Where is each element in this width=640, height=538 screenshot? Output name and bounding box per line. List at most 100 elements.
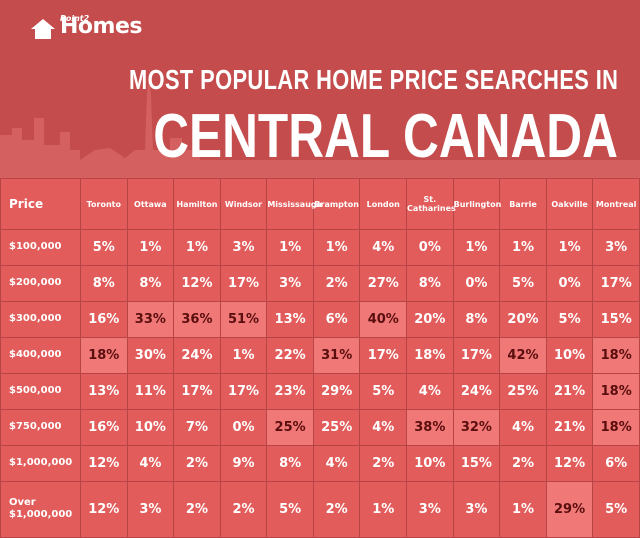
table-row: $200,000 8% 8% 12% 17% 3% 2% 27% 8% 0% 5% 0% 17% xyxy=(0,264,640,302)
cell: 1% xyxy=(126,229,175,266)
cell: 40% xyxy=(359,300,408,338)
cell: 6% xyxy=(592,444,640,482)
cell: 17% xyxy=(219,264,268,302)
cell: 3% xyxy=(219,229,268,266)
cell: 11% xyxy=(126,372,175,410)
cell: 32% xyxy=(452,408,501,446)
cell: 18% xyxy=(592,372,640,410)
cell: 2% xyxy=(173,444,221,482)
cell: 10% xyxy=(126,408,175,446)
cell: 5% xyxy=(592,480,640,538)
cell: 6% xyxy=(312,300,361,338)
cell: 8% xyxy=(406,264,454,302)
cell: 4% xyxy=(312,444,361,482)
cell: 33% xyxy=(126,300,175,338)
cell: 10% xyxy=(545,336,594,374)
cell: 22% xyxy=(266,336,314,374)
cell: 16% xyxy=(80,300,128,338)
cell: 7% xyxy=(173,408,221,446)
table-row: $100,000 5% 1% 1% 3% 1% 1% 4% 0% 1% 1% 1% 3% xyxy=(0,229,640,266)
cell: 17% xyxy=(359,336,408,374)
cell: 21% xyxy=(545,408,594,446)
logo-small: Point2 xyxy=(60,14,90,23)
cell: 13% xyxy=(266,300,314,338)
cell: 24% xyxy=(452,372,501,410)
cell: 12% xyxy=(173,264,221,302)
cell: 12% xyxy=(545,444,594,482)
cell: 1% xyxy=(173,229,221,266)
cell: 20% xyxy=(406,300,454,338)
price-table: Price Toronto Ottawa Hamilton Windsor Mississ… xyxy=(0,178,640,538)
price-header: Price xyxy=(0,178,81,230)
cell: 4% xyxy=(499,408,547,446)
cell: 30% xyxy=(126,336,175,374)
column-header: Burlington xyxy=(452,178,501,230)
cell: 2% xyxy=(312,264,361,302)
price-label: $400,000 xyxy=(0,336,81,374)
cell: 1% xyxy=(499,480,547,538)
cell: 15% xyxy=(452,444,501,482)
cell: 1% xyxy=(359,480,408,538)
cell: 8% xyxy=(266,444,314,482)
cell: 10% xyxy=(406,444,454,482)
column-header: Toronto xyxy=(80,178,128,230)
title-line2: CENTRAL CANADA xyxy=(153,102,618,171)
cell: 8% xyxy=(80,264,128,302)
cell: 0% xyxy=(545,264,594,302)
column-header: Mississauga xyxy=(266,178,322,230)
cell: 16% xyxy=(80,408,128,446)
cell: 1% xyxy=(219,336,268,374)
cell: 36% xyxy=(173,300,221,338)
cell: 4% xyxy=(126,444,175,482)
cell: 21% xyxy=(545,372,594,410)
cell: 4% xyxy=(359,229,408,266)
cell: 29% xyxy=(545,480,594,538)
column-header: Brampton xyxy=(312,178,361,230)
cell: 3% xyxy=(592,229,640,266)
cell: 0% xyxy=(406,229,454,266)
price-label: $500,000 xyxy=(0,372,81,410)
cell: 13% xyxy=(80,372,128,410)
cell: 2% xyxy=(312,480,361,538)
cell: 4% xyxy=(359,408,408,446)
logo-name: Homes xyxy=(60,14,142,39)
cell: 1% xyxy=(545,229,594,266)
cell: 12% xyxy=(80,444,128,482)
cell: 1% xyxy=(266,229,314,266)
cell: 0% xyxy=(452,264,501,302)
cell: 5% xyxy=(545,300,594,338)
header: Point2 Homes MOST POPULAR HOME PRICE SEA… xyxy=(0,0,640,178)
table-row: $1,000,000 12% 4% 2% 9% 8% 4% 2% 10% 15% 2% 12% 6% xyxy=(0,444,640,482)
cell: 23% xyxy=(266,372,314,410)
cell: 17% xyxy=(452,336,501,374)
cell: 3% xyxy=(266,264,314,302)
cell: 5% xyxy=(499,264,547,302)
logo-icon xyxy=(31,19,55,39)
cell: 29% xyxy=(312,372,361,410)
cell: 24% xyxy=(173,336,221,374)
cell: 2% xyxy=(359,444,408,482)
cell: 2% xyxy=(173,480,221,538)
cell: 3% xyxy=(406,480,454,538)
column-header: Ottawa xyxy=(126,178,175,230)
cell: 25% xyxy=(499,372,547,410)
cell: 2% xyxy=(499,444,547,482)
cell: 0% xyxy=(219,408,268,446)
cell: 4% xyxy=(406,372,454,410)
cell: 42% xyxy=(499,336,547,374)
cell: 20% xyxy=(499,300,547,338)
cell: 9% xyxy=(219,444,268,482)
column-header: St. Catharines xyxy=(406,178,456,230)
cell: 5% xyxy=(359,372,408,410)
column-header: Windsor xyxy=(219,178,268,230)
cell: 5% xyxy=(80,229,128,266)
cell: 5% xyxy=(266,480,314,538)
column-header: London xyxy=(359,178,408,230)
cell: 27% xyxy=(359,264,408,302)
cell: 17% xyxy=(173,372,221,410)
price-label: $100,000 xyxy=(0,229,81,266)
price-label: $200,000 xyxy=(0,264,81,302)
column-header: Hamilton xyxy=(173,178,221,230)
cell: 31% xyxy=(312,336,361,374)
logo: Point2 Homes xyxy=(30,14,142,39)
